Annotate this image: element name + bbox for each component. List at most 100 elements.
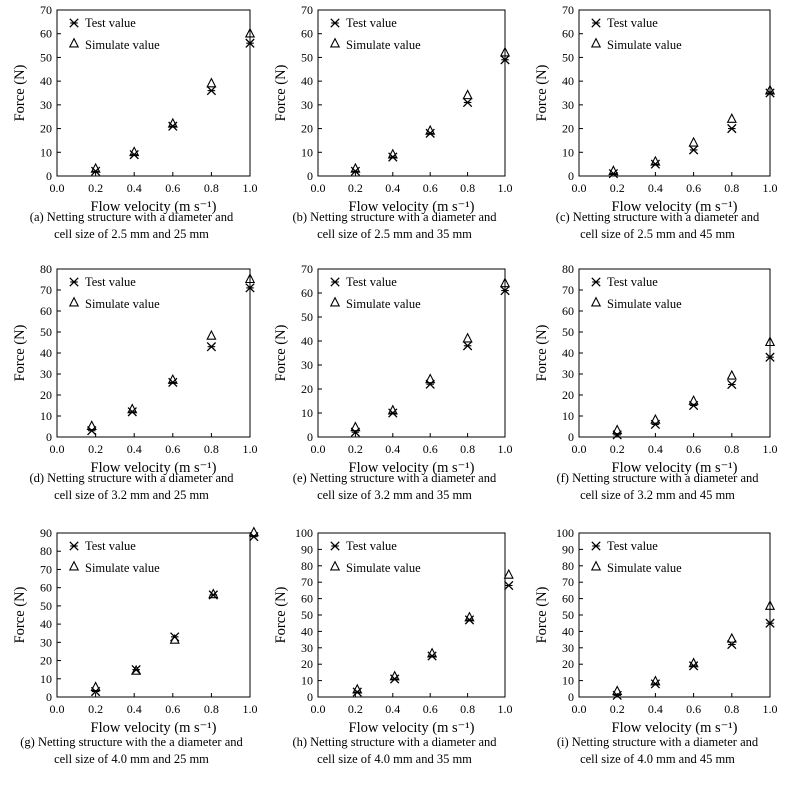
y-tick-label: 0 bbox=[307, 430, 313, 444]
legend-simulate-marker bbox=[68, 560, 80, 571]
simulate-value-point bbox=[350, 421, 361, 432]
chart-panel-c: 0 10 20 30 40 50 60 70 0.0 0.2 0.4 0.6 0.8 1.0 Flow ve… bbox=[534, 3, 778, 215]
y-tick-label: 20 bbox=[301, 382, 313, 396]
legend-simulate-label: Simulate value bbox=[85, 297, 160, 311]
legend-test-label: Test value bbox=[85, 539, 136, 553]
test-value-point bbox=[168, 121, 178, 131]
simulate-value-point bbox=[608, 165, 619, 176]
legend-simulate-label: Simulate value bbox=[85, 38, 160, 52]
y-tick-label: 70 bbox=[301, 3, 313, 17]
y-axis-label: Force (N) bbox=[273, 64, 289, 121]
simulate-value-point bbox=[206, 77, 217, 88]
simulate-value-point bbox=[129, 146, 140, 157]
y-tick-label: 0 bbox=[46, 430, 52, 444]
caption-line: cell size of 3.2 mm and 25 mm bbox=[54, 488, 209, 502]
x-tick-label: 0.2 bbox=[610, 181, 625, 195]
legend-simulate-marker bbox=[329, 37, 341, 48]
y-tick-label: 20 bbox=[562, 657, 574, 671]
y-tick-label: 60 bbox=[301, 27, 313, 41]
x-tick-label: 1.0 bbox=[498, 702, 513, 716]
chart-panel-b: 0 10 20 30 40 50 60 70 0.0 0.2 0.4 0.6 0.8 1.0 Flow ve… bbox=[273, 3, 513, 215]
legend-test-label: Test value bbox=[346, 16, 397, 30]
legend-simulate-marker bbox=[590, 560, 602, 571]
plot-frame bbox=[317, 9, 506, 177]
x-tick-label: 0.8 bbox=[460, 442, 475, 456]
y-tick-label: 80 bbox=[562, 559, 574, 573]
x-tick-label: 1.0 bbox=[243, 442, 258, 456]
x-tick-label: 0.0 bbox=[311, 181, 326, 195]
y-tick-label: 30 bbox=[301, 641, 313, 655]
caption-line: cell size of 3.2 mm and 35 mm bbox=[317, 488, 472, 502]
y-tick-label: 60 bbox=[40, 581, 52, 595]
y-tick-label: 70 bbox=[562, 575, 574, 589]
x-tick-label: 0.8 bbox=[460, 181, 475, 195]
y-tick-label: 60 bbox=[301, 592, 313, 606]
y-tick-label: 10 bbox=[301, 406, 313, 420]
x-tick-label: 0.6 bbox=[423, 181, 438, 195]
test-value-point bbox=[427, 651, 437, 661]
legend-simulate-marker bbox=[590, 296, 602, 307]
x-tick-label: 0.0 bbox=[50, 702, 65, 716]
caption-line: cell size of 4.0 mm and 25 mm bbox=[54, 752, 209, 766]
y-tick-label: 50 bbox=[301, 310, 313, 324]
x-tick-label: 0.2 bbox=[610, 442, 625, 456]
y-axis-label: Force (N) bbox=[12, 64, 28, 121]
x-tick-label: 1.0 bbox=[763, 702, 778, 716]
test-value-point bbox=[765, 618, 775, 628]
y-tick-label: 0 bbox=[307, 169, 313, 183]
plot-frame bbox=[56, 268, 251, 438]
test-value-point bbox=[727, 123, 737, 134]
y-tick-label: 20 bbox=[562, 388, 574, 402]
x-tick-label: 0.6 bbox=[686, 442, 701, 456]
x-tick-label: 0.6 bbox=[423, 442, 438, 456]
y-tick-label: 0 bbox=[568, 169, 574, 183]
caption-line: (g) Netting structure with the a diamete… bbox=[20, 735, 243, 749]
y-tick-label: 80 bbox=[40, 544, 52, 558]
legend-simulate-marker bbox=[68, 296, 80, 307]
x-tick-label: 0.4 bbox=[648, 442, 663, 456]
legend-simulate-label: Simulate value bbox=[346, 297, 421, 311]
y-tick-label: 20 bbox=[301, 122, 313, 136]
test-value-point bbox=[462, 341, 473, 351]
x-tick-label: 0.0 bbox=[311, 442, 326, 456]
x-tick-label: 0.6 bbox=[165, 181, 180, 195]
y-tick-label: 40 bbox=[301, 624, 313, 638]
legend-simulate-label: Simulate value bbox=[607, 297, 682, 311]
test-value-point bbox=[608, 168, 619, 179]
test-value-point bbox=[352, 687, 362, 697]
x-tick-label: 0.4 bbox=[385, 181, 400, 195]
y-tick-label: 40 bbox=[562, 346, 574, 360]
y-tick-label: 70 bbox=[562, 3, 574, 17]
test-value-point bbox=[464, 615, 475, 625]
simulate-value-point bbox=[612, 424, 623, 435]
simulate-value-point bbox=[688, 394, 699, 405]
x-tick-label: 0.4 bbox=[127, 181, 142, 195]
test-value-point bbox=[350, 427, 361, 437]
test-value-point bbox=[425, 128, 435, 138]
legend-test-label: Test value bbox=[85, 275, 136, 289]
plot-frame bbox=[56, 9, 251, 177]
simulate-value-point bbox=[387, 148, 398, 159]
y-tick-label: 70 bbox=[301, 262, 313, 276]
legend-simulate-label: Simulate value bbox=[607, 561, 682, 575]
y-axis-label: Force (N) bbox=[534, 64, 550, 121]
x-tick-label: 0.4 bbox=[648, 702, 663, 716]
simulate-value-point bbox=[167, 117, 178, 128]
x-tick-label: 1.0 bbox=[498, 442, 513, 456]
chart-panel-e: 0 10 20 30 40 50 60 70 0.0 0.2 0.4 0.6 0.8 1.0 Flow ve… bbox=[273, 262, 513, 476]
caption-line: (c) Netting structure with a diameter an… bbox=[555, 210, 760, 224]
test-value-point bbox=[206, 85, 217, 96]
y-tick-label: 40 bbox=[301, 334, 313, 348]
simulate-value-point bbox=[726, 369, 737, 380]
y-tick-label: 50 bbox=[562, 325, 574, 339]
y-axis-label: Force (N) bbox=[534, 324, 550, 381]
legend-simulate-marker bbox=[329, 296, 341, 307]
x-axis-label: Flow velocity (m s⁻¹) bbox=[91, 460, 217, 476]
y-axis-label: Force (N) bbox=[273, 324, 289, 381]
legend-simulate-label: Simulate value bbox=[607, 38, 682, 52]
test-value-point bbox=[129, 149, 139, 160]
legend-test-marker bbox=[591, 18, 601, 28]
simulate-value-point bbox=[206, 329, 217, 340]
plot-frame bbox=[578, 9, 771, 177]
x-tick-label: 0.8 bbox=[204, 702, 219, 716]
